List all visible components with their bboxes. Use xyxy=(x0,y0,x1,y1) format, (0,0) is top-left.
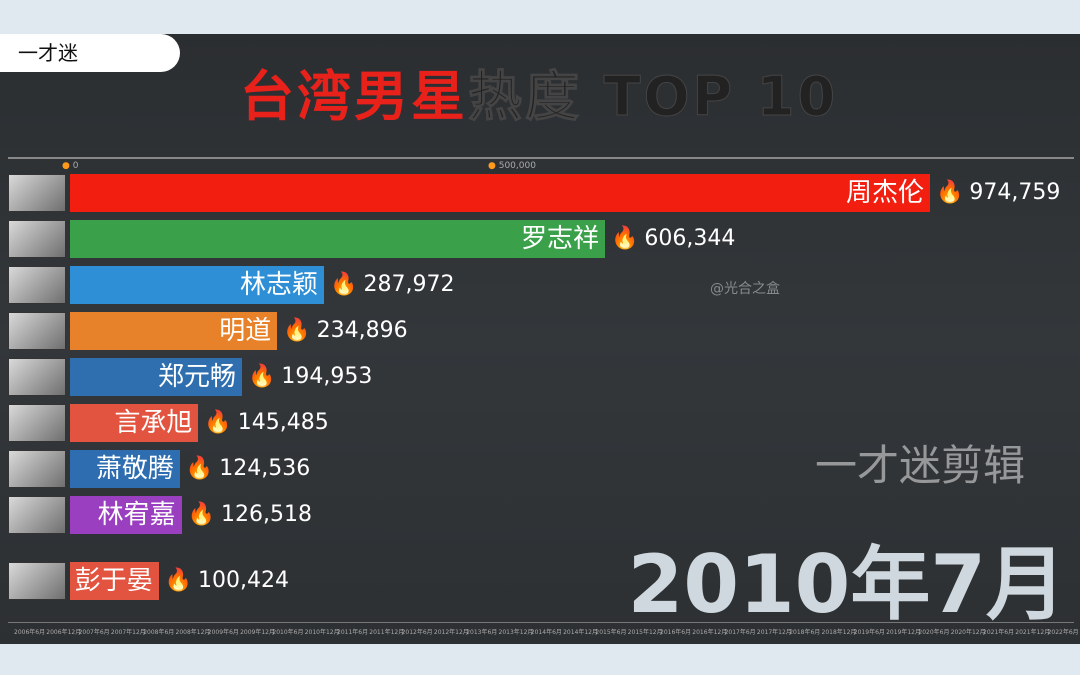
timeline-label[interactable]: 2015年6月 xyxy=(595,629,627,636)
tick-label: 0 xyxy=(72,161,79,171)
value-label: 🔥 606,344 xyxy=(611,220,735,258)
timeline-label[interactable]: 2009年12月 xyxy=(240,629,275,636)
value-label: 🔥 126,518 xyxy=(188,496,312,534)
tick-label: 500,000 xyxy=(498,161,536,171)
tick-0: ● 0 xyxy=(62,161,78,171)
tick-500000: ● 500,000 xyxy=(488,161,536,171)
value-text: 606,344 xyxy=(644,226,736,251)
bar: 萧敬腾 xyxy=(70,450,180,488)
fire-icon: 🔥 xyxy=(330,272,358,297)
title-dark: 热度 TOP 10 xyxy=(467,65,839,129)
axis-line xyxy=(8,157,1074,159)
timeline-label[interactable]: 2013年6月 xyxy=(466,629,498,636)
timeline-label[interactable]: 2013年12月 xyxy=(498,629,534,636)
bar: 周杰伦 xyxy=(70,174,930,212)
value-label: 🔥 194,953 xyxy=(248,358,372,396)
timeline-label[interactable]: 2007年12月 xyxy=(110,629,146,636)
value-label: 🔥 287,972 xyxy=(330,266,454,304)
title-red: 台湾男星 xyxy=(240,65,468,128)
channel-label: 一才迷 xyxy=(0,34,180,72)
value-label: 🔥 124,536 xyxy=(186,450,310,488)
timeline-label[interactable]: 2021年12月 xyxy=(1015,629,1051,636)
value-label: 🔥 100,424 xyxy=(165,562,289,600)
value-text: 974,759 xyxy=(969,180,1061,205)
timeline-label[interactable]: 2006年6月 xyxy=(14,629,46,636)
value-text: 126,518 xyxy=(221,502,312,527)
avatar xyxy=(8,220,66,258)
timeline-slider[interactable] xyxy=(8,622,1074,623)
avatar xyxy=(8,312,66,350)
avatar xyxy=(8,174,66,212)
avatar xyxy=(8,562,66,600)
timeline-label[interactable]: 2021年6月 xyxy=(983,629,1015,636)
watermark-small: @光合之盒 xyxy=(710,281,780,297)
value-label: 🔥 974,759 xyxy=(936,174,1060,212)
timeline-label[interactable]: 2011年6月 xyxy=(337,629,369,636)
bar: 郑元畅 xyxy=(70,358,242,396)
timeline-label[interactable]: 2012年6月 xyxy=(401,629,433,636)
avatar xyxy=(8,266,66,304)
value-text: 234,896 xyxy=(316,318,408,343)
bar: 明道 xyxy=(70,312,278,350)
timeline-label[interactable]: 2017年6月 xyxy=(724,629,756,636)
timeline-label[interactable]: 2016年12月 xyxy=(692,629,728,636)
timeline-label[interactable]: 2017年12月 xyxy=(756,629,792,636)
value-label: 🔥 145,485 xyxy=(204,404,328,442)
timeline-label[interactable]: 2018年12月 xyxy=(821,629,857,636)
timeline-label[interactable]: 2011年12月 xyxy=(369,629,405,636)
timeline-label[interactable]: 2018年6月 xyxy=(789,629,821,636)
timeline-label[interactable]: 2022年6月 xyxy=(1047,629,1079,636)
timeline-label[interactable]: 2010年6月 xyxy=(272,629,304,636)
fire-icon: 🔥 xyxy=(936,180,964,205)
timeline-label[interactable]: 2006年12月 xyxy=(46,629,82,636)
value-text: 124,536 xyxy=(219,456,311,481)
avatar xyxy=(8,358,66,396)
timeline-label[interactable]: 2009年6月 xyxy=(207,629,239,636)
timeline-label[interactable]: 2016年6月 xyxy=(660,629,692,636)
fire-icon: 🔥 xyxy=(204,410,232,435)
date-label: 2010年7月 xyxy=(627,538,1066,631)
fire-icon: 🔥 xyxy=(610,226,639,251)
avatar xyxy=(8,450,66,488)
value-text: 100,424 xyxy=(198,568,289,593)
bar: 彭于晏 xyxy=(70,562,159,600)
avatar xyxy=(8,404,66,442)
timeline-label[interactable]: 2008年6月 xyxy=(143,629,175,636)
watermark: 一才迷剪辑 xyxy=(815,441,1026,490)
value-label: 🔥 234,896 xyxy=(283,312,407,350)
bar: 言承旭 xyxy=(70,404,199,442)
timeline-label[interactable]: 2014年6月 xyxy=(530,629,562,636)
fire-icon: 🔥 xyxy=(164,568,192,593)
timeline-label[interactable]: 2019年6月 xyxy=(853,629,885,636)
timeline-label[interactable]: 2020年6月 xyxy=(918,629,950,636)
value-text: 194,953 xyxy=(281,364,373,389)
fire-icon: ● xyxy=(488,161,496,171)
fire-icon: 🔥 xyxy=(283,318,311,343)
timeline-label[interactable]: 2012年12月 xyxy=(433,629,469,636)
bar: 林志颖 xyxy=(70,266,325,304)
timeline-label[interactable]: 2014年12月 xyxy=(563,629,598,636)
value-text: 145,485 xyxy=(237,410,329,435)
value-text: 287,972 xyxy=(363,272,455,297)
fire-icon: ● xyxy=(62,161,70,171)
fire-icon: 🔥 xyxy=(185,456,214,481)
timeline-label[interactable]: 2010年12月 xyxy=(304,629,340,636)
avatar xyxy=(8,496,66,534)
timeline-label[interactable]: 2008年12月 xyxy=(175,629,211,636)
chart-title: 台湾男星热度 TOP 10 xyxy=(240,52,838,131)
timeline-label[interactable]: 2020年12月 xyxy=(950,629,986,636)
fire-icon: 🔥 xyxy=(187,502,216,527)
timeline-label[interactable]: 2007年6月 xyxy=(78,629,110,636)
timeline-label[interactable]: 2015年12月 xyxy=(627,629,663,636)
bar: 罗志祥 xyxy=(70,220,605,258)
fire-icon: 🔥 xyxy=(248,364,276,389)
timeline-label[interactable]: 2019年12月 xyxy=(886,629,921,636)
bar: 林宥嘉 xyxy=(70,496,182,534)
